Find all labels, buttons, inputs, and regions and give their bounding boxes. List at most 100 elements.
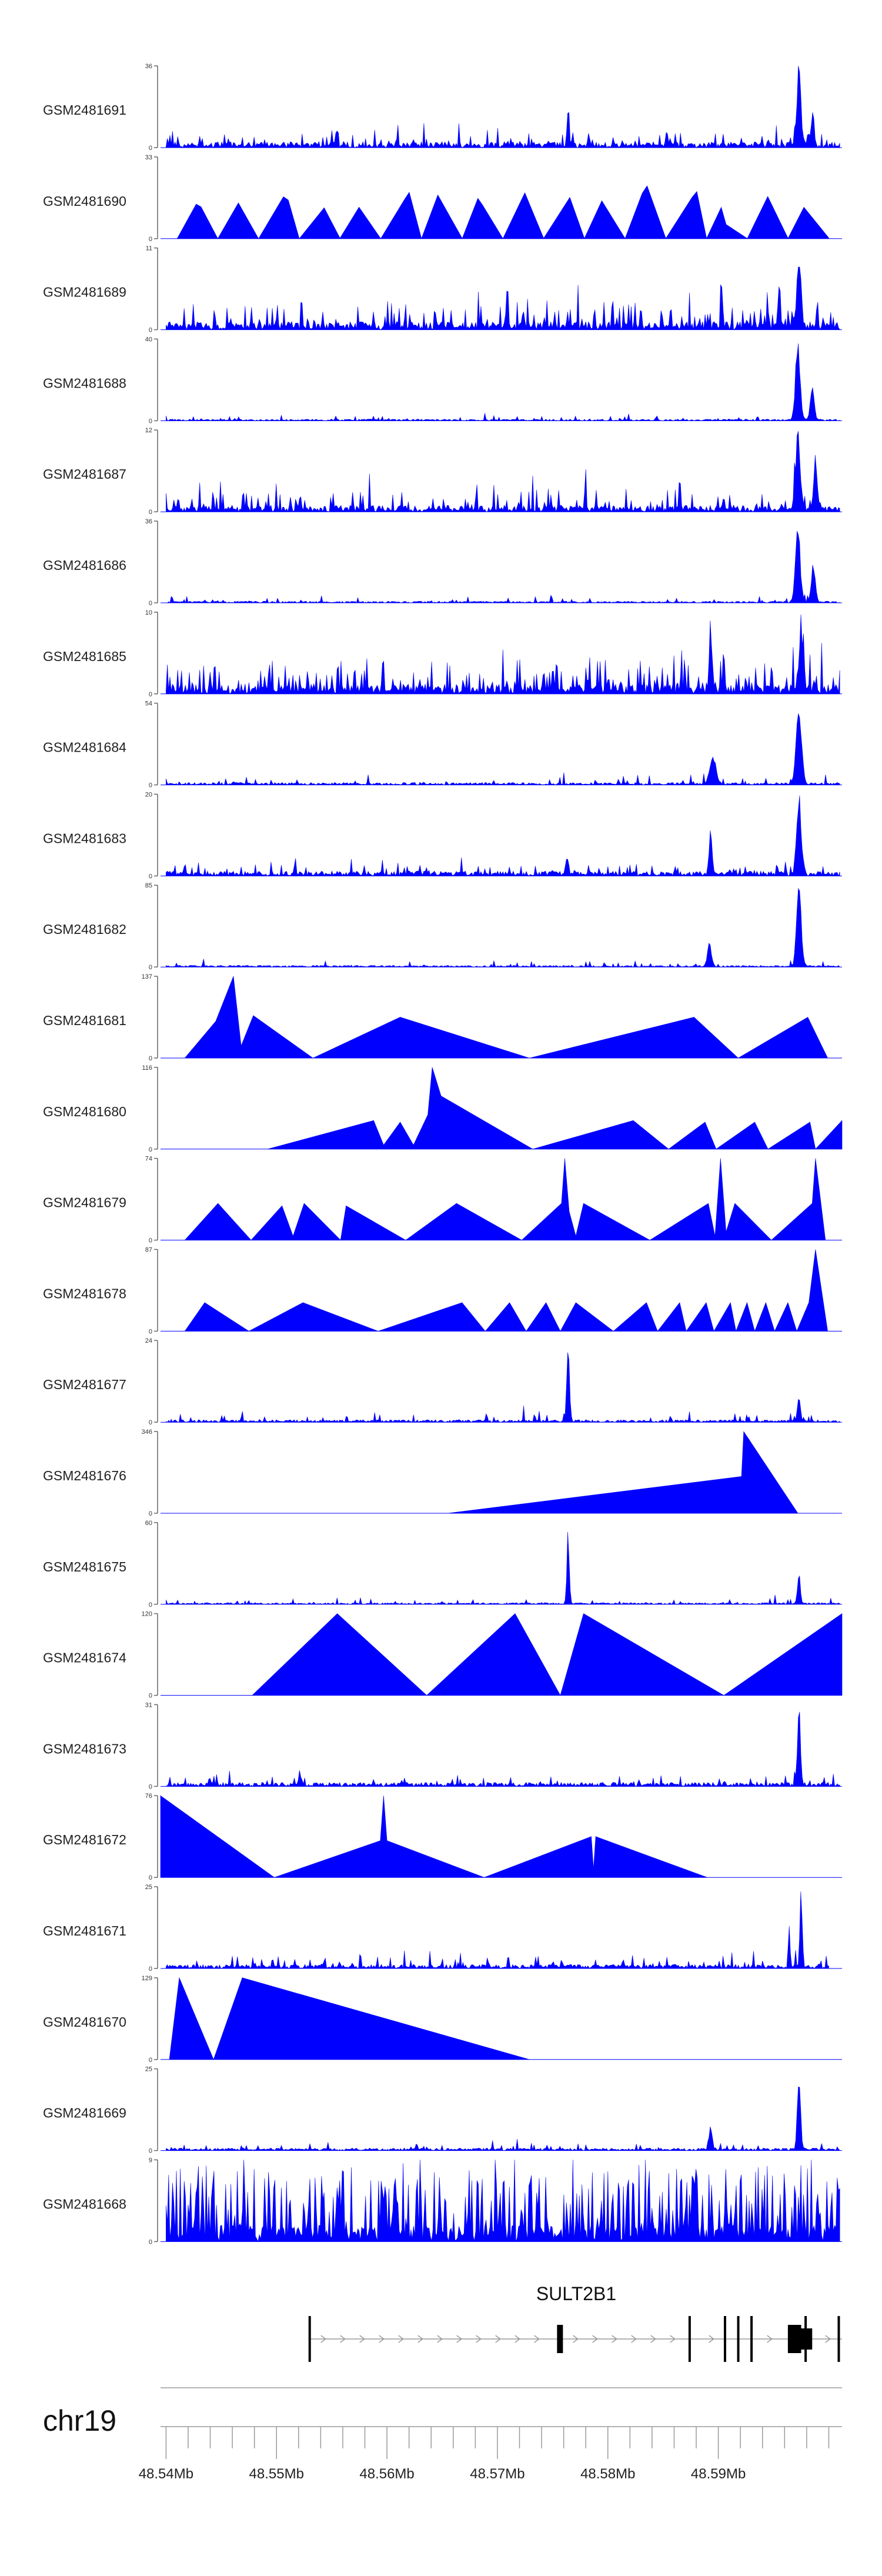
strand-arrow [514, 2335, 520, 2343]
signal-area [166, 1711, 840, 1787]
y-min-label: 0 [149, 2057, 152, 2064]
y-max-label: 116 [142, 1065, 152, 1072]
track-GSM2481675: GSM2481675 60 0 [43, 1520, 842, 1609]
strand-arrow [650, 2335, 656, 2343]
track-GSM2481685: GSM2481685 10 0 [43, 609, 842, 698]
data-tracks: GSM2481691360GSM2481690330GSM2481689110G… [43, 63, 843, 2245]
track-label: GSM2481683 [43, 830, 126, 846]
y-min-label: 0 [149, 418, 152, 425]
axis-tick-label: 48.54Mb [139, 2466, 193, 2482]
y-max-label: 120 [142, 1611, 152, 1618]
y-max-label: 87 [145, 1246, 152, 1253]
y-min-label: 0 [149, 964, 152, 971]
y-min-label: 0 [149, 2148, 152, 2155]
y-min-label: 0 [149, 327, 152, 334]
track-label: GSM2481669 [43, 2105, 126, 2121]
signal-area [169, 1977, 530, 2060]
signal-area [166, 1352, 840, 1423]
signal-area [160, 1795, 707, 1878]
signal-area [252, 1613, 843, 1696]
signal-area [166, 1891, 829, 1970]
y-max-label: 10 [145, 609, 152, 616]
y-min-label: 0 [149, 873, 152, 880]
y-min-label: 0 [149, 1419, 152, 1426]
track-label: GSM2481678 [43, 1286, 126, 1301]
y-max-label: 11 [146, 245, 152, 252]
track-label: GSM2481672 [43, 1832, 126, 1847]
strand-arrow [825, 2335, 831, 2343]
gene-exon [837, 2316, 840, 2362]
signal-area [166, 2087, 840, 2151]
track-GSM2481686: GSM2481686 36 0 [43, 518, 842, 607]
strand-arrow [398, 2335, 404, 2343]
strand-arrow [340, 2335, 346, 2343]
y-min-label: 0 [149, 1693, 152, 1700]
y-min-label: 0 [149, 2238, 152, 2245]
strand-arrow [379, 2335, 385, 2343]
signal-area [166, 431, 840, 513]
track-label: GSM2481680 [43, 1104, 126, 1119]
track-GSM2481679: GSM2481679 74 0 [43, 1156, 842, 1244]
track-GSM2481690: GSM2481690 33 0 [43, 154, 842, 243]
track-GSM2481671: GSM2481671 25 0 [43, 1884, 842, 1973]
y-min-label: 0 [149, 236, 152, 243]
signal-area [166, 887, 840, 967]
y-min-label: 0 [149, 1328, 152, 1335]
y-max-label: 20 [145, 791, 152, 798]
strand-arrow [417, 2335, 423, 2343]
y-max-label: 76 [145, 1793, 152, 1800]
genome-axis: chr19 48.54Mb 48.55Mb 48.56Mb 48.57Mb 48.58M… [43, 2387, 842, 2482]
signal-area [176, 185, 829, 239]
axis-tick-label: 48.58Mb [580, 2466, 635, 2482]
track-GSM2481689: GSM2481689 11 0 [43, 245, 842, 334]
gene-exon [750, 2316, 753, 2362]
y-min-label: 0 [149, 509, 152, 516]
y-max-label: 60 [145, 1520, 152, 1527]
track-GSM2481682: GSM2481682 85 0 [43, 882, 842, 971]
y-min-label: 0 [149, 1601, 152, 1609]
signal-area [166, 266, 840, 331]
signal-area [447, 1431, 799, 1514]
y-min-label: 0 [149, 1510, 152, 1517]
track-label: GSM2481674 [43, 1650, 126, 1666]
track-label: GSM2481677 [43, 1377, 126, 1392]
track-GSM2481676: GSM2481676 346 0 [43, 1429, 842, 1517]
gene-utr [787, 2328, 813, 2350]
signal-area [166, 713, 840, 786]
y-max-label: 9 [149, 2157, 152, 2164]
track-label: GSM2481685 [43, 649, 126, 664]
strand-arrow [476, 2335, 482, 2343]
y-max-label: 24 [145, 1337, 152, 1344]
gene-name-label: SULT2B1 [536, 2283, 616, 2304]
gene-exon [308, 2316, 311, 2362]
track-GSM2481674: GSM2481674 120 0 [43, 1611, 843, 1700]
track-label: GSM2481684 [43, 740, 126, 755]
track-label: GSM2481673 [43, 1741, 126, 1756]
track-label: GSM2481687 [43, 466, 126, 482]
strand-arrow [573, 2335, 579, 2343]
signal-area [184, 1158, 826, 1241]
strand-arrow [320, 2335, 326, 2343]
track-label: GSM2481670 [43, 2014, 126, 2030]
track-GSM2481673: GSM2481673 31 0 [43, 1701, 842, 1790]
y-max-label: 12 [145, 427, 152, 434]
track-GSM2481670: GSM2481670 129 0 [43, 1975, 842, 2064]
y-max-label: 346 [142, 1429, 152, 1436]
axis-tick-label: 48.55Mb [249, 2466, 304, 2482]
track-label: GSM2481679 [43, 1195, 126, 1210]
y-max-label: 54 [145, 700, 152, 708]
track-label: GSM2481668 [43, 2196, 126, 2211]
track-label: GSM2481688 [43, 375, 126, 391]
track-GSM2481684: GSM2481684 54 0 [43, 700, 842, 789]
signal-area [184, 976, 828, 1059]
strand-arrow [456, 2335, 462, 2343]
signal-area [184, 1249, 828, 1332]
strand-arrow [437, 2335, 443, 2343]
y-max-label: 85 [145, 882, 152, 889]
track-GSM2481687: GSM2481687 12 0 [43, 427, 842, 516]
signal-area [268, 1067, 843, 1150]
track-GSM2481672: GSM2481672 76 0 [43, 1793, 842, 1881]
track-GSM2481680: GSM2481680 116 0 [43, 1065, 843, 1153]
y-min-label: 0 [149, 1783, 152, 1790]
